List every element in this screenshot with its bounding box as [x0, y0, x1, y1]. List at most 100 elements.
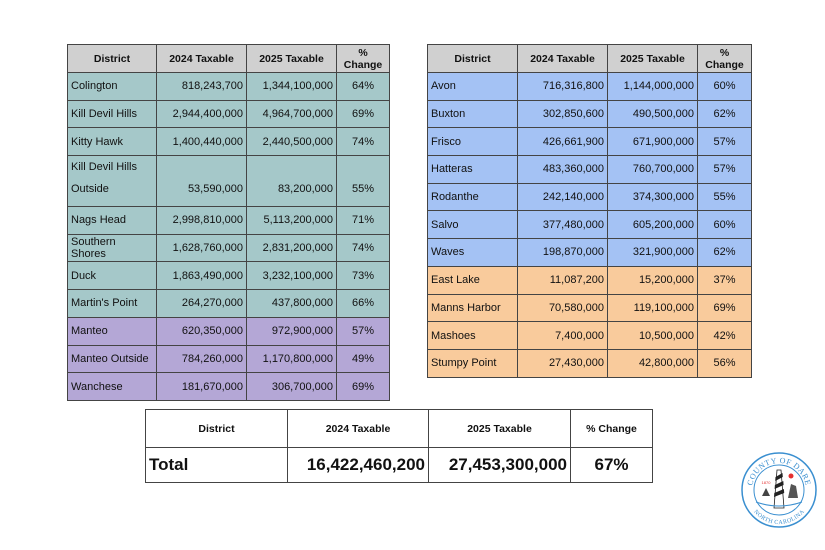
change-cell: 74%	[336, 127, 390, 157]
table-row: Hatteras 483,360,000 760,700,000 57%	[427, 155, 752, 184]
table-row: Wanchese 181,670,000 306,700,000 69%	[67, 372, 390, 401]
header-2024: 2024 Taxable	[287, 409, 429, 448]
table-row: Manteo 620,350,000 972,900,000 57%	[67, 316, 390, 346]
taxable-2024-cell: 2,998,810,000	[156, 206, 247, 235]
taxable-2025-cell: 3,232,100,000	[246, 261, 337, 291]
change-cell: 55%	[336, 155, 390, 208]
change-cell: 57%	[697, 155, 752, 184]
total-row: Total 16,422,460,200 27,453,300,000 67%	[145, 447, 653, 483]
header-2025: 2025 Taxable	[428, 409, 571, 448]
total-2024: 16,422,460,200	[287, 447, 429, 483]
monument-icon	[788, 484, 798, 498]
change-cell: 64%	[336, 72, 390, 101]
district-cell: Frisco	[427, 127, 518, 157]
header-2025: 2025 Taxable	[246, 44, 337, 73]
taxable-2024-cell: 264,270,000	[156, 289, 247, 318]
taxable-2024-cell: 1,400,440,000	[156, 127, 247, 157]
taxable-2024-cell: 784,260,000	[156, 344, 247, 374]
taxable-2025-cell: 83,200,000	[246, 155, 337, 208]
table-row: Waves 198,870,000 321,900,000 62%	[427, 238, 752, 267]
header-2025: 2025 Taxable	[607, 44, 698, 73]
table-row: East Lake 11,087,200 15,200,000 37%	[427, 265, 752, 295]
change-cell: 60%	[697, 210, 752, 240]
change-cell: 37%	[697, 265, 752, 295]
taxable-2025-cell: 306,700,000	[246, 372, 337, 401]
taxable-2024-cell: 53,590,000	[156, 155, 247, 208]
taxable-2025-cell: 2,440,500,000	[246, 127, 337, 157]
county-seal-logo: COUNTY OF DARE NORTH CAROLINA 1870	[741, 452, 817, 528]
change-cell: 62%	[697, 238, 752, 267]
district-cell: Manteo	[67, 316, 157, 346]
taxable-2024-cell: 426,661,900	[517, 127, 608, 157]
taxable-2024-cell: 818,243,700	[156, 72, 247, 101]
district-cell: Wanchese	[67, 372, 157, 401]
district-cell: Martin's Point	[67, 289, 157, 318]
taxable-2024-cell: 27,430,000	[517, 348, 608, 378]
district-cell: Southern Shores	[67, 233, 157, 263]
taxable-2025-cell: 2,831,200,000	[246, 233, 337, 263]
table-row: Rodanthe 242,140,000 374,300,000 55%	[427, 182, 752, 212]
district-cell: East Lake	[427, 265, 518, 295]
total-table: District 2024 Taxable 2025 Taxable % Cha…	[145, 409, 653, 483]
taxable-2025-cell: 605,200,000	[607, 210, 698, 240]
taxable-2025-cell: 1,170,800,000	[246, 344, 337, 374]
taxable-2025-cell: 374,300,000	[607, 182, 698, 212]
total-change: 67%	[570, 447, 653, 483]
table-row: Manteo Outside 784,260,000 1,170,800,000 49…	[67, 344, 390, 374]
table-row: Colington 818,243,700 1,344,100,000 64%	[67, 72, 390, 101]
taxable-2025-cell: 490,500,000	[607, 99, 698, 129]
header-change: % Change	[570, 409, 653, 448]
taxable-2025-cell: 671,900,000	[607, 127, 698, 157]
district-cell: Stumpy Point	[427, 348, 518, 378]
taxable-2025-cell: 1,344,100,000	[246, 72, 337, 101]
table-row: Duck 1,863,490,000 3,232,100,000 73%	[67, 261, 390, 291]
header-district: District	[67, 44, 157, 73]
change-cell: 69%	[697, 293, 752, 323]
taxable-2025-cell: 42,800,000	[607, 348, 698, 378]
change-cell: 55%	[697, 182, 752, 212]
taxable-2024-cell: 377,480,000	[517, 210, 608, 240]
table-row: Kitty Hawk 1,400,440,000 2,440,500,000 74%	[67, 127, 390, 157]
taxable-2025-cell: 5,113,200,000	[246, 206, 337, 235]
taxable-2024-cell: 2,944,400,000	[156, 99, 247, 129]
header-district: District	[427, 44, 518, 73]
table-row: Nags Head 2,998,810,000 5,113,200,000 71%	[67, 206, 390, 235]
header-change: % Change	[697, 44, 752, 73]
taxable-2024-cell: 11,087,200	[517, 265, 608, 295]
taxable-2024-cell: 198,870,000	[517, 238, 608, 267]
ship-icon	[762, 488, 770, 496]
header-2024: 2024 Taxable	[517, 44, 608, 73]
change-cell: 66%	[336, 289, 390, 318]
table-row: Avon 716,316,800 1,144,000,000 60%	[427, 72, 752, 101]
header-2024: 2024 Taxable	[156, 44, 247, 73]
taxable-2024-cell: 7,400,000	[517, 321, 608, 350]
table-row: Manns Harbor 70,580,000 119,100,000 69%	[427, 293, 752, 323]
table-row: Mashoes 7,400,000 10,500,000 42%	[427, 321, 752, 350]
district-cell: Duck	[67, 261, 157, 291]
taxable-2024-cell: 620,350,000	[156, 316, 247, 346]
taxable-2025-cell: 1,144,000,000	[607, 72, 698, 101]
change-cell: 69%	[336, 99, 390, 129]
district-cell: Rodanthe	[427, 182, 518, 212]
district-cell: Kitty Hawk	[67, 127, 157, 157]
district-cell: Manns Harbor	[427, 293, 518, 323]
table-row: Southern Shores 1,628,760,000 2,831,200,00…	[67, 233, 390, 263]
right-district-table: District 2024 Taxable 2025 Taxable % Cha…	[427, 44, 752, 378]
taxable-2024-cell: 716,316,800	[517, 72, 608, 101]
left-district-table: District 2024 Taxable 2025 Taxable % Cha…	[67, 44, 390, 401]
taxable-2024-cell: 302,850,600	[517, 99, 608, 129]
table-row: Kill Devil Hills Outside 53,590,000 83,200…	[67, 155, 390, 208]
taxable-2025-cell: 15,200,000	[607, 265, 698, 295]
change-cell: 62%	[697, 99, 752, 129]
table-row: Salvo 377,480,000 605,200,000 60%	[427, 210, 752, 240]
taxable-2024-cell: 242,140,000	[517, 182, 608, 212]
taxable-2025-cell: 119,100,000	[607, 293, 698, 323]
district-cell: Manteo Outside	[67, 344, 157, 374]
district-cell: Salvo	[427, 210, 518, 240]
taxable-2024-cell: 70,580,000	[517, 293, 608, 323]
header-district: District	[145, 409, 288, 448]
taxable-2025-cell: 437,800,000	[246, 289, 337, 318]
header-change: % Change	[336, 44, 390, 73]
change-cell: 71%	[336, 206, 390, 235]
total-label: Total	[145, 447, 288, 483]
